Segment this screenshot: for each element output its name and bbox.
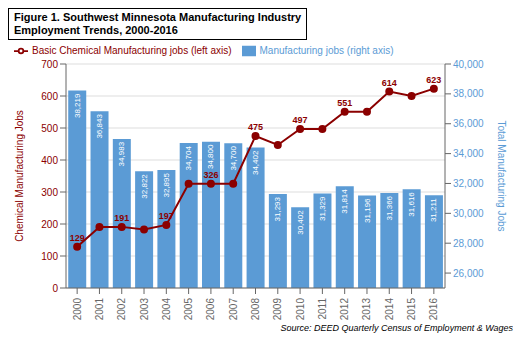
svg-text:2012: 2012	[339, 298, 350, 321]
svg-text:31,366: 31,366	[385, 195, 394, 220]
svg-text:326: 326	[203, 170, 218, 180]
svg-text:623: 623	[426, 75, 441, 85]
svg-text:31,211: 31,211	[429, 198, 438, 222]
svg-text:2003: 2003	[139, 298, 150, 321]
svg-text:34,704: 34,704	[184, 146, 193, 171]
svg-text:31,616: 31,616	[407, 192, 416, 217]
svg-text:40,000: 40,000	[453, 59, 484, 70]
svg-text:31,329: 31,329	[318, 196, 327, 221]
html-text:Manufacturing jobs (right axis: Manufacturing jobs (right axis)	[259, 44, 394, 56]
svg-text:26,000: 26,000	[453, 268, 484, 279]
svg-text:614: 614	[382, 78, 397, 88]
svg-text:197: 197	[159, 211, 174, 221]
svg-text:32,000: 32,000	[453, 178, 484, 189]
svg-text:30,000: 30,000	[453, 208, 484, 219]
svg-text:38,000: 38,000	[453, 88, 484, 99]
svg-text:129: 129	[70, 233, 85, 243]
svg-text:34,800: 34,800	[206, 144, 215, 169]
svg-text:Total Manufacturing Jobs: Total Manufacturing Jobs	[496, 120, 507, 231]
svg-text:2008: 2008	[250, 298, 261, 321]
svg-text:38,219: 38,219	[73, 93, 82, 118]
svg-text:34,000: 34,000	[453, 148, 484, 159]
svg-text:34,700: 34,700	[229, 146, 238, 171]
svg-text:2000: 2000	[72, 298, 83, 321]
svg-text:2016: 2016	[428, 298, 439, 321]
svg-text:600: 600	[41, 91, 58, 102]
svg-text:2011: 2011	[317, 298, 328, 320]
svg-text:551: 551	[337, 98, 352, 108]
svg-text:2014: 2014	[384, 298, 395, 321]
svg-text:2013: 2013	[361, 298, 372, 321]
svg-text:32,822: 32,822	[140, 174, 149, 199]
svg-text:30,402: 30,402	[296, 210, 305, 235]
svg-text:36,843: 36,843	[95, 114, 104, 139]
html-text:Figure 1. Southwest Minnesota: Figure 1. Southwest Minnesota Manufactur…	[14, 11, 302, 23]
svg-text:500: 500	[41, 123, 58, 134]
svg-text:31,293: 31,293	[273, 196, 282, 221]
svg-text:34,983: 34,983	[117, 141, 126, 166]
svg-text:2002: 2002	[116, 298, 127, 321]
svg-text:0: 0	[52, 283, 58, 294]
svg-text:191: 191	[114, 213, 129, 223]
svg-text:200: 200	[41, 219, 58, 230]
svg-text:497: 497	[293, 115, 308, 125]
html-text:Employment Trends, 2000-2016: Employment Trends, 2000-2016	[14, 24, 178, 36]
svg-text:475: 475	[248, 122, 263, 132]
svg-text:2015: 2015	[406, 298, 417, 321]
svg-text:400: 400	[41, 155, 58, 166]
svg-text:300: 300	[41, 187, 58, 198]
svg-text:2009: 2009	[272, 298, 283, 321]
svg-text:100: 100	[41, 251, 58, 262]
html-text:Source: DEED Quarterly Census: Source: DEED Quarterly Census of Employm…	[280, 323, 513, 333]
svg-text:2001: 2001	[94, 298, 105, 321]
svg-text:2005: 2005	[183, 298, 194, 321]
svg-text:34,402: 34,402	[251, 150, 260, 175]
svg-text:31,196: 31,196	[363, 198, 372, 223]
svg-text:2004: 2004	[161, 298, 172, 321]
html-text:Basic Chemical Manufacturing j: Basic Chemical Manufacturing jobs (left …	[32, 44, 232, 56]
svg-text:2010: 2010	[295, 298, 306, 321]
svg-text:Chemical Manufacturing Jobs: Chemical Manufacturing Jobs	[14, 110, 25, 242]
svg-text:2006: 2006	[205, 298, 216, 321]
svg-text:31,814: 31,814	[340, 189, 349, 214]
svg-text:36,000: 36,000	[453, 118, 484, 129]
svg-text:700: 700	[41, 59, 58, 70]
svg-text:2007: 2007	[228, 298, 239, 321]
svg-text:28,000: 28,000	[453, 238, 484, 249]
svg-text:32,895: 32,895	[162, 173, 171, 198]
